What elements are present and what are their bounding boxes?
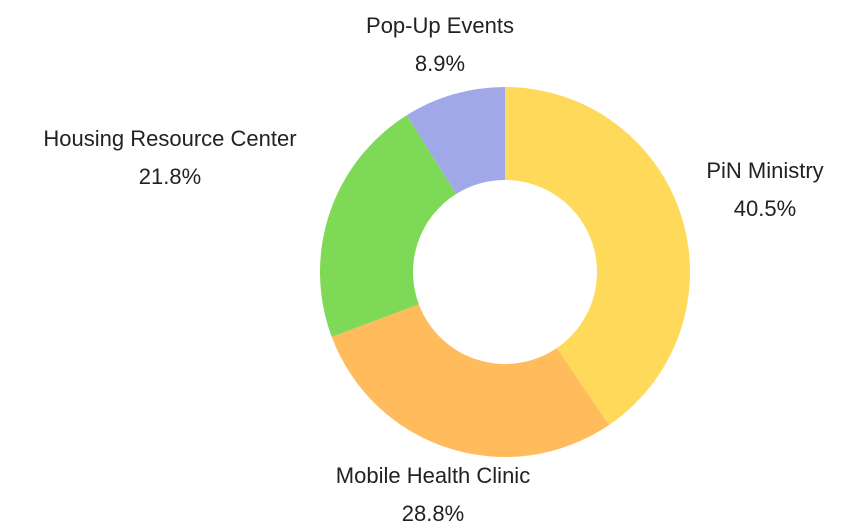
donut-slice bbox=[331, 304, 609, 457]
slice-value-label: 40.5% bbox=[734, 196, 796, 221]
slice-value-label: 28.8% bbox=[402, 501, 464, 523]
slice-label: Mobile Health Clinic bbox=[336, 463, 530, 488]
slice-label: Pop-Up Events bbox=[366, 13, 514, 38]
donut-slice bbox=[406, 87, 505, 195]
donut-slice bbox=[320, 115, 457, 337]
slice-label: Housing Resource Center bbox=[43, 126, 296, 151]
slice-label: PiN Ministry bbox=[706, 158, 823, 183]
slice-value-label: 21.8% bbox=[139, 164, 201, 189]
slice-value-label: 8.9% bbox=[415, 51, 465, 76]
donut-slice bbox=[505, 87, 690, 426]
